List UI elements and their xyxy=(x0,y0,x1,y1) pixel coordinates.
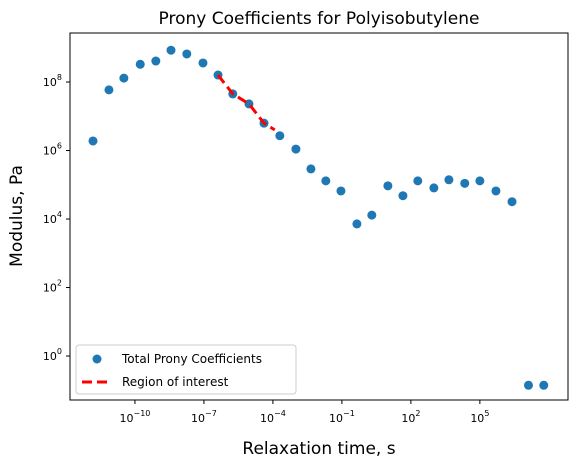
y-tick-label-exponent: 4 xyxy=(57,210,62,219)
data-point xyxy=(166,45,176,55)
x-tick-label-base: 10 xyxy=(119,412,133,425)
x-tick-label-base: 10 xyxy=(401,412,415,425)
y-tick-label: 108 xyxy=(43,73,62,89)
data-point xyxy=(352,219,362,229)
data-point xyxy=(398,191,408,201)
x-tick-label-exponent: −7 xyxy=(205,409,217,418)
legend-box xyxy=(75,344,297,395)
y-tick-label: 100 xyxy=(43,347,62,363)
x-axis-label: Relaxation time, s xyxy=(242,439,395,459)
data-point xyxy=(275,131,285,141)
data-point xyxy=(151,56,161,66)
x-tick-label-exponent: 5 xyxy=(484,409,489,418)
x-tick-label-exponent: 2 xyxy=(415,409,420,418)
y-tick-label-exponent: 0 xyxy=(57,347,62,356)
x-tick-label-base: 10 xyxy=(470,412,484,425)
data-point xyxy=(523,380,533,390)
data-point xyxy=(336,186,346,196)
data-point xyxy=(198,58,208,68)
legend-label: Region of interest xyxy=(122,375,229,389)
y-tick-label: 104 xyxy=(43,210,62,226)
data-point xyxy=(321,176,331,186)
y-tick-label: 102 xyxy=(43,279,62,295)
data-point xyxy=(539,380,549,390)
y-tick-label-base: 10 xyxy=(43,145,57,158)
legend-marker xyxy=(92,354,102,364)
x-tick-label: 10−1 xyxy=(329,409,355,425)
data-point xyxy=(475,176,485,186)
y-tick-label: 106 xyxy=(43,142,62,158)
x-tick-label: 10−7 xyxy=(191,409,217,425)
data-point xyxy=(119,73,129,83)
x-tick-label-base: 10 xyxy=(191,412,205,425)
data-point xyxy=(88,136,98,146)
legend-label: Total Prony Coefficients xyxy=(121,352,262,366)
data-point xyxy=(306,164,316,174)
data-point xyxy=(429,183,439,193)
y-tick-label-base: 10 xyxy=(43,76,57,89)
y-tick-label-exponent: 2 xyxy=(57,279,62,288)
data-point xyxy=(413,176,423,186)
y-tick-label-exponent: 8 xyxy=(57,73,62,82)
data-point xyxy=(182,49,192,59)
data-point xyxy=(460,178,470,188)
data-point xyxy=(383,181,393,191)
y-tick-label-exponent: 6 xyxy=(57,142,62,151)
x-tick-label-exponent: −1 xyxy=(343,409,355,418)
y-tick-label-base: 10 xyxy=(43,350,57,363)
data-point xyxy=(444,175,454,185)
y-axis-label: Modulus, Pa xyxy=(7,165,27,267)
line-series xyxy=(216,74,276,132)
y-tick-label-base: 10 xyxy=(43,213,57,226)
x-tick-label: 102 xyxy=(401,409,420,425)
data-point xyxy=(104,85,114,95)
data-point xyxy=(491,186,501,196)
x-tick-label-base: 10 xyxy=(329,412,343,425)
x-tick-label-base: 10 xyxy=(260,412,274,425)
x-tick-label: 105 xyxy=(470,409,489,425)
data-point xyxy=(507,197,517,207)
axes-frame xyxy=(69,32,569,401)
x-tick-label: 10−10 xyxy=(119,409,150,425)
data-point xyxy=(291,144,301,154)
y-tick-label-base: 10 xyxy=(43,282,57,295)
x-tick-label-exponent: −10 xyxy=(133,409,150,418)
x-tick-label-exponent: −4 xyxy=(274,409,286,418)
chart-title: Prony Coefficients for Polyisobutylene xyxy=(159,9,480,29)
data-point xyxy=(367,210,377,220)
data-point xyxy=(135,59,145,69)
x-tick-label: 10−4 xyxy=(260,409,286,425)
